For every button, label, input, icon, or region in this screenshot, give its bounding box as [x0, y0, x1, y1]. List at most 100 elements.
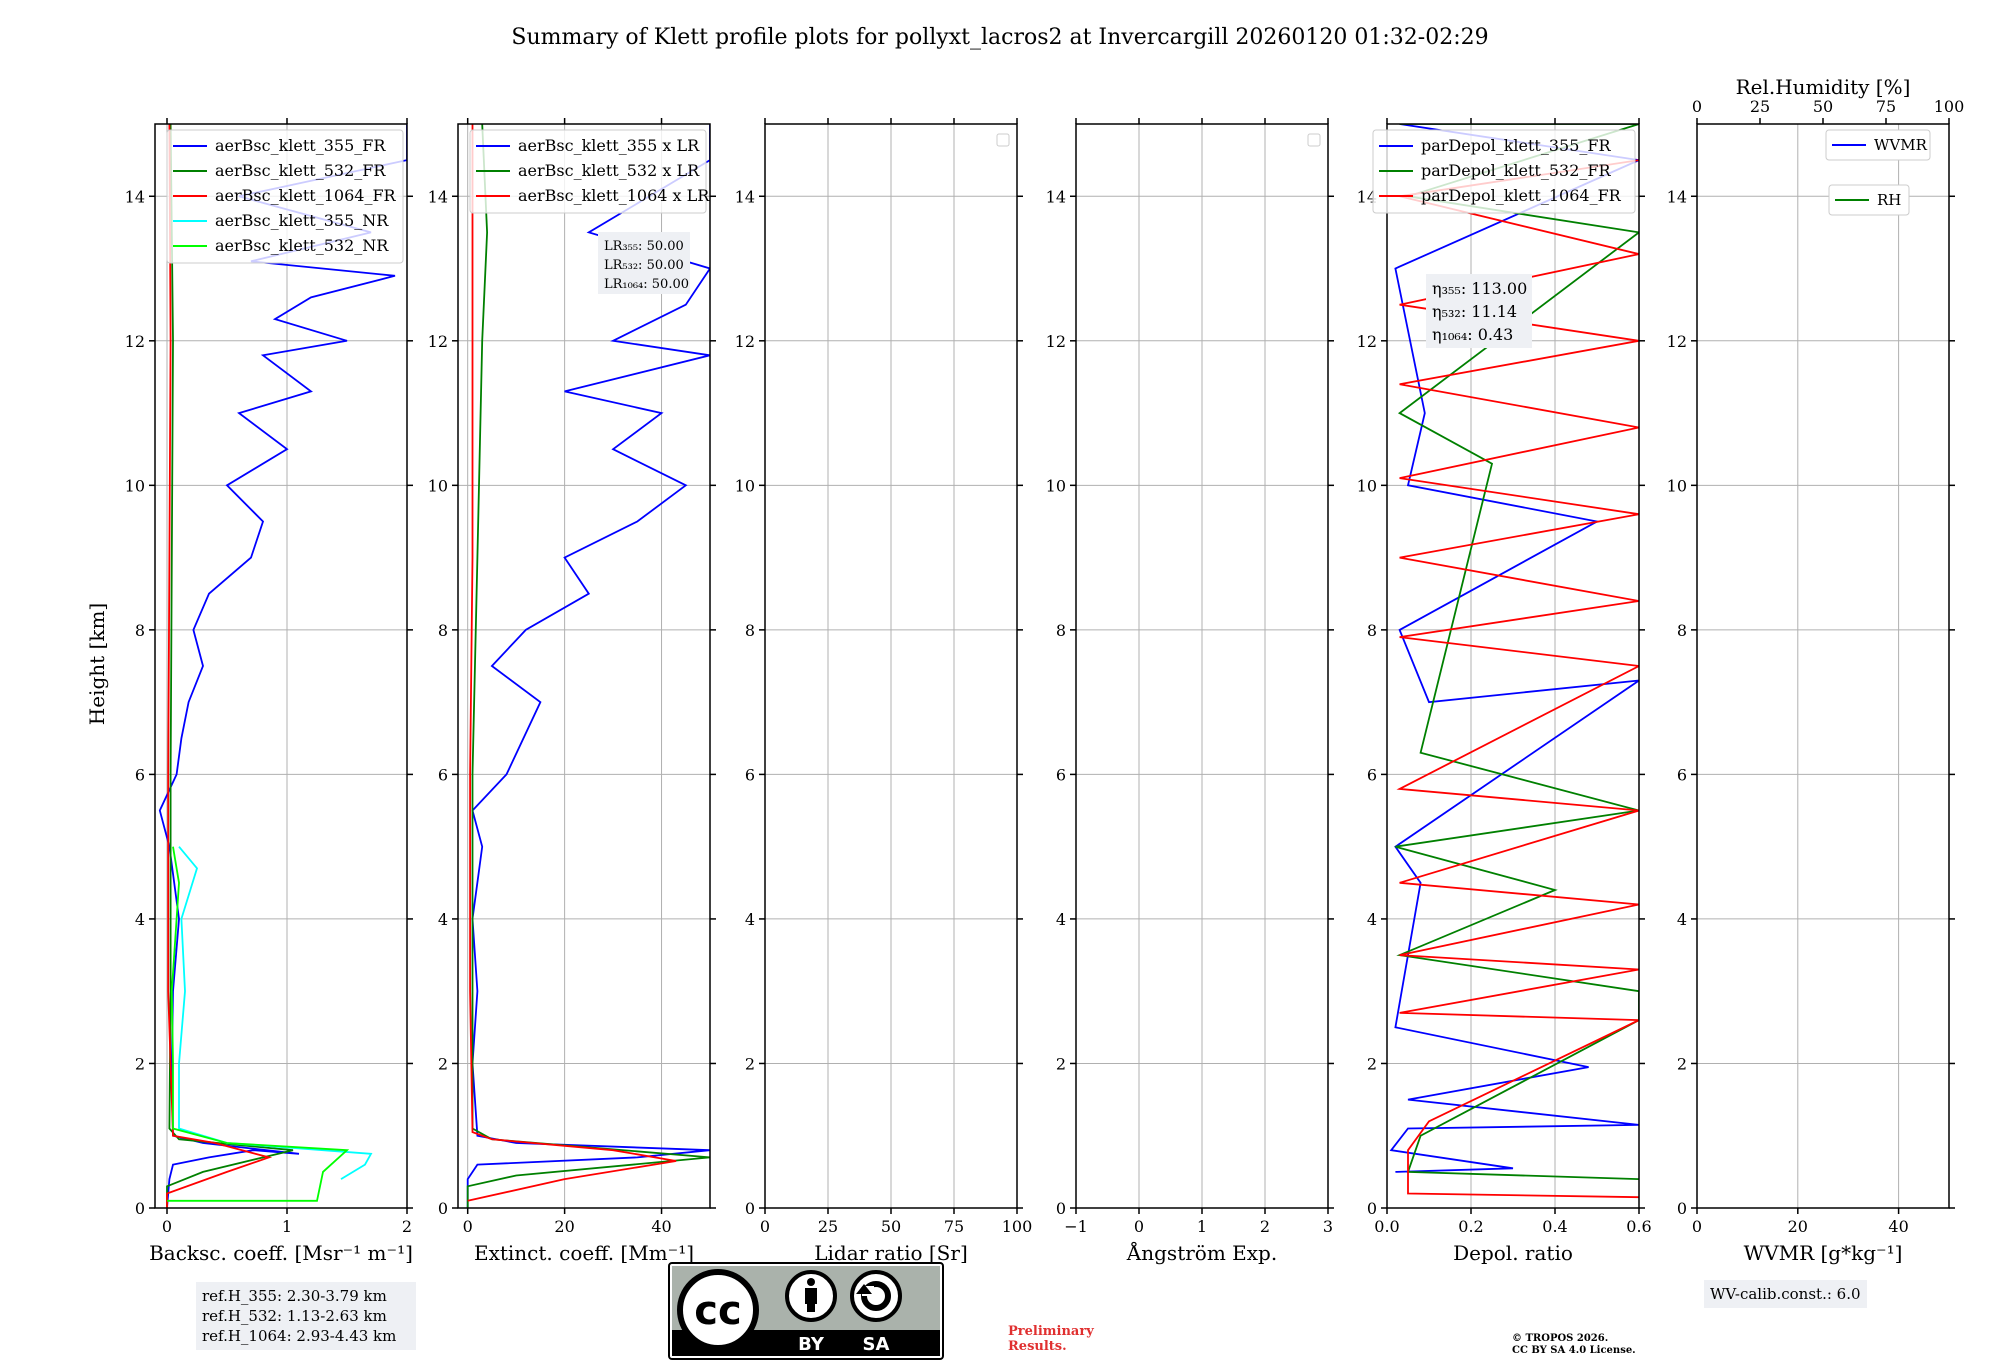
empty-legend [1307, 133, 1321, 147]
ref-height-355: ref.H_355: 2.30-3.79 km [202, 1287, 387, 1305]
x-tick-label: 3 [1323, 1217, 1333, 1236]
axes-frame [1696, 123, 1950, 1209]
y-tick-label: 12 [125, 332, 145, 351]
x-tick-label: 0.0 [1374, 1217, 1399, 1236]
y-tick-label: 0 [745, 1199, 755, 1218]
axes-frame [457, 123, 711, 1209]
eta-label: η₃₅₅: 113.00 [1432, 279, 1527, 298]
x-tick-label: 0 [463, 1217, 473, 1236]
x-tick-label: 0 [162, 1217, 172, 1236]
series-line-aerBsc_klett_532_NR [167, 846, 350, 1202]
reference-height-box: ref.H_355: 2.30-3.79 km ref.H_532: 1.13-… [196, 1282, 416, 1350]
y-tick-label: 4 [1056, 910, 1066, 929]
legend-label: aerBsc_klett_532_NR [215, 236, 389, 255]
series-line-parDepol_klett_532_FR [1395, 124, 1639, 1180]
y-tick-label: 8 [745, 621, 755, 640]
y-tick-label: 4 [745, 910, 755, 929]
y-tick-label: 6 [135, 765, 145, 784]
legend-label: parDepol_klett_532_FR [1421, 161, 1612, 180]
series-line-aerBsc_klett_355_NR [178, 846, 373, 1180]
copyright-note: © TROPOS 2026. CC BY SA 4.0 License. [1512, 1333, 1636, 1356]
series-line-aerBsc_klett_355_FR [158, 124, 407, 1208]
figure-title: Summary of Klett profile plots for polly… [511, 25, 1488, 50]
panel-lidar-ratio: 0 25 50 75 100 0 2 4 6 8 10 12 14 Lidar ratio [Sr] [735, 118, 1033, 1265]
y-tick-label: 12 [428, 332, 448, 351]
top-x-tick-label: 100 [1934, 97, 1965, 116]
y-tick-label: 2 [135, 1054, 145, 1073]
series-line-aerBsc_klett_1064 x LR [467, 124, 677, 1202]
eta-label: η₁₀₆₄: 0.43 [1432, 325, 1513, 344]
y-tick-label: 10 [125, 476, 145, 495]
x-tick-label: 0 [1134, 1217, 1144, 1236]
y-tick-label: 14 [1357, 187, 1377, 206]
eta-label: η₅₃₂: 11.14 [1432, 302, 1517, 321]
top-x-tick-label: 0 [1692, 97, 1702, 116]
ref-height-532: ref.H_532: 1.13-2.63 km [202, 1307, 387, 1325]
x-axis-label: Ångström Exp. [1126, 1240, 1277, 1265]
wv-calibration-note: WV-calib.const.: 6.0 [1704, 1280, 1867, 1308]
empty-legend [996, 133, 1010, 147]
legend-label: aerBsc_klett_1064 x LR [518, 186, 710, 205]
y-tick-label: 10 [428, 476, 448, 495]
legend-label: aerBsc_klett_1064_FR [215, 186, 397, 205]
x-axis-label: Lidar ratio [Sr] [814, 1241, 968, 1265]
y-tick-label: 6 [1056, 765, 1066, 784]
legend-label: aerBsc_klett_355 x LR [518, 136, 700, 155]
x-tick-label: 75 [944, 1217, 964, 1236]
y-tick-label: 0 [1367, 1199, 1377, 1218]
y-tick-label: 0 [1677, 1199, 1687, 1218]
panel-extinction: 0 20 40 0 2 4 6 8 10 12 14 Extinct. coeff. [Mm⁻¹] ae… [428, 118, 716, 1265]
legend-label: RH [1877, 191, 1901, 209]
eta-box [1426, 274, 1532, 348]
y-tick-label: 4 [438, 910, 448, 929]
y-tick-label: 10 [1667, 476, 1687, 495]
y-tick-label: 14 [1667, 187, 1687, 206]
y-tick-label: 8 [135, 621, 145, 640]
y-tick-label: 14 [125, 187, 145, 206]
lidar-ratio-box [598, 232, 690, 294]
lidar-ratio-label: LR₅₃₂: 50.00 [604, 258, 684, 273]
axes-frame [154, 123, 408, 1209]
x-tick-label: 0.2 [1458, 1217, 1483, 1236]
y-tick-label: 2 [1677, 1054, 1687, 1073]
lidar-ratio-label: LR₁₀₆₄: 50.00 [604, 277, 689, 292]
y-tick-label: 12 [735, 332, 755, 351]
y-tick-label: 10 [1046, 476, 1066, 495]
series-line-aerBsc_klett_1064_FR [166, 124, 273, 1208]
legend-box [1372, 129, 1636, 214]
x-tick-label: 0 [1692, 1217, 1702, 1236]
x-tick-label: 20 [1788, 1217, 1808, 1236]
cc-icon [677, 1269, 759, 1351]
y-tick-label: 14 [428, 187, 448, 206]
y-tick-label: 12 [1046, 332, 1066, 351]
y-tick-label: 0 [1056, 1199, 1066, 1218]
x-tick-label: 40 [1888, 1217, 1908, 1236]
top-x-tick-label: 50 [1813, 97, 1833, 116]
series-group [466, 124, 710, 1208]
y-tick-label: 8 [1056, 621, 1066, 640]
x-tick-label: 100 [1002, 1217, 1033, 1236]
panel-wvmr: 0 20 40 0 2 4 6 8 10 12 14 WVMR [g*kg⁻¹] 0 25 50 75 100 R… [1667, 75, 1965, 1265]
y-tick-label: 0 [438, 1199, 448, 1218]
legend-label: aerBsc_klett_532 x LR [518, 161, 700, 180]
legend-label: aerBsc_klett_355_FR [215, 136, 386, 155]
legend-box [166, 129, 404, 264]
legend-label: parDepol_klett_355_FR [1421, 136, 1612, 155]
y-tick-label: 6 [1367, 765, 1377, 784]
y-tick-label: 8 [1677, 621, 1687, 640]
legend-box [1825, 129, 1931, 161]
x-tick-label: 40 [651, 1217, 671, 1236]
y-tick-label: 12 [1357, 332, 1377, 351]
top-axis-label: Rel.Humidity [%] [1736, 75, 1911, 99]
x-axis-label: Extinct. coeff. [Mm⁻¹] [474, 1241, 694, 1265]
x-axis-label: Depol. ratio [1453, 1241, 1573, 1265]
by-label: BY [798, 1334, 825, 1355]
y-axis-label: Height [km] [85, 603, 109, 725]
legend-label: aerBsc_klett_355_NR [215, 211, 389, 230]
x-tick-label: 2 [402, 1217, 412, 1236]
y-tick-label: 6 [1677, 765, 1687, 784]
svg-text:cc: cc [694, 1288, 741, 1334]
